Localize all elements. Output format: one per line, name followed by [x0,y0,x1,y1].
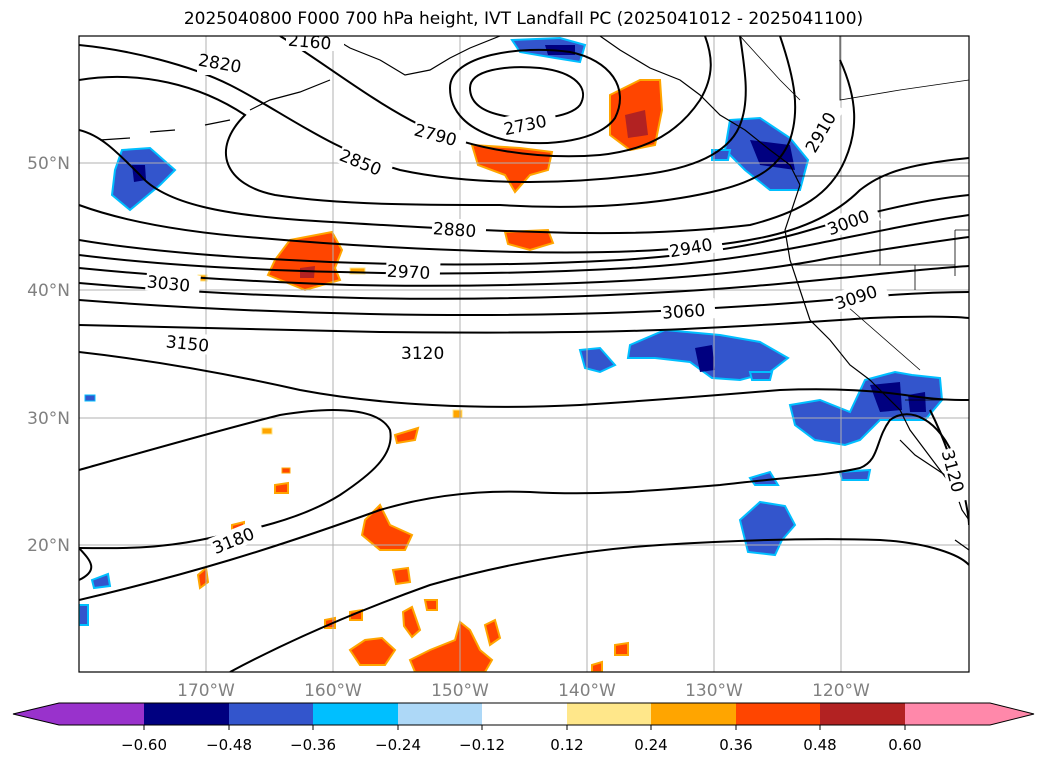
colorbar-segment [736,703,820,725]
colorbar-tick-label: −0.60 [121,736,167,754]
longitude-labels: 170°W 160°W 150°W 140°W 130°W 120°W [177,681,870,701]
colorbar-segment [482,703,567,725]
colorbar-tick-label: 0.24 [634,736,667,754]
lon-label: 130°W [685,681,743,701]
colorbar-tick-label: −0.48 [206,736,252,754]
contour-label: 2970 [386,262,430,284]
lon-label: 160°W [304,681,362,701]
colorbar-low-extend [13,703,59,725]
contour-label: 2160 [287,31,332,55]
colorbar-tick-label: 0.36 [719,736,752,754]
contour-labels: 2160 2820 2730 2790 2850 2880 2940 2910 … [145,31,969,559]
colorbar-segment [144,703,229,725]
colorbar-segment [651,703,736,725]
lon-label: 140°W [558,681,616,701]
lat-label: 20°N [27,536,70,556]
colorbar-segment [229,703,313,725]
lat-label: 40°N [27,281,70,301]
colorbar-tick-label: −0.12 [459,736,505,754]
colorbar-segment [567,703,651,725]
colorbar-segment [820,703,905,725]
contour-label: 3120 [401,344,444,364]
lon-label: 120°W [812,681,870,701]
lat-label: 30°N [27,409,70,429]
colorbar-segment [905,703,990,725]
colorbar-segment [59,703,144,725]
ivt-negative-regions [79,36,944,626]
colorbar-high-extend [990,703,1034,725]
political-borders [739,36,969,401]
colorbar-segment [398,703,482,725]
map-area: 2160 2820 2730 2790 2850 2880 2940 2910 … [79,31,969,672]
colorbar-tick-label: −0.24 [375,736,421,754]
lon-label: 170°W [177,681,235,701]
colorbar-tick-label: 0.12 [550,736,583,754]
lat-label: 50°N [27,154,70,174]
map-title: 2025040800 F000 700 hPa height, IVT Land… [183,9,864,29]
colorbar: −0.60 −0.48 −0.36 −0.24 −0.12 0.12 0.24 … [12,702,1035,754]
lon-label: 150°W [431,681,489,701]
colorbar-segment [313,703,398,725]
latitude-labels: 50°N 40°N 30°N 20°N [27,154,70,556]
contour-label: 2880 [432,219,477,242]
colorbar-tick-label: 0.60 [888,736,921,754]
colorbar-tick-label: 0.48 [803,736,836,754]
colorbar-outline [12,702,1035,726]
contour-label: 3030 [146,272,191,296]
contour-label: 3150 [165,332,210,356]
map-frame [78,35,970,673]
colorbar-tick-label: −0.36 [290,736,336,754]
contour-label: 3060 [662,301,707,324]
